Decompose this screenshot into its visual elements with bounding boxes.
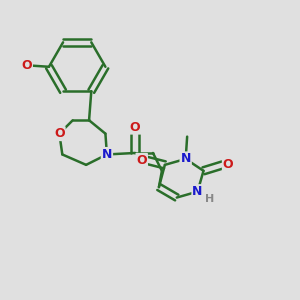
Text: H: H: [205, 194, 214, 204]
Text: N: N: [192, 185, 203, 198]
Text: O: O: [130, 121, 140, 134]
Text: O: O: [21, 59, 32, 72]
Text: O: O: [136, 154, 147, 167]
Text: O: O: [54, 127, 65, 140]
Text: O: O: [223, 158, 233, 171]
Text: N: N: [181, 152, 191, 165]
Text: N: N: [102, 148, 112, 161]
